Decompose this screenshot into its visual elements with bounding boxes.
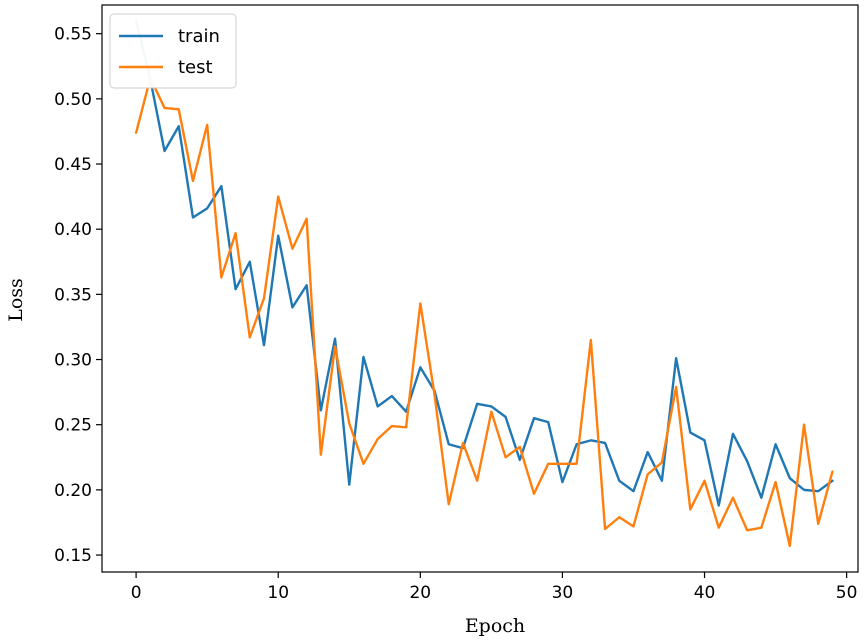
series-layer	[134, 19, 834, 548]
x-tick-label: 30	[552, 583, 574, 603]
y-tick-label: 0.25	[54, 416, 92, 436]
plot-frame	[101, 4, 859, 573]
plot-background	[102, 5, 858, 572]
y-axis-ticks: 0.15 0.20 0.25 0.30 0.35 0.40 0.45 0.50 0.55	[54, 25, 102, 566]
y-tick-label: 0.35	[54, 285, 92, 305]
series-line-test	[134, 76, 834, 548]
y-tick-label: 0.40	[54, 220, 92, 240]
legend-test-label: test	[178, 57, 213, 78]
y-tick-label: 0.45	[54, 155, 92, 175]
x-tick-label: 50	[836, 583, 858, 603]
series-line-train	[134, 19, 834, 507]
x-tick-label: 40	[694, 583, 716, 603]
y-tick-label: 0.15	[54, 546, 92, 566]
y-tick-label: 0.20	[54, 481, 92, 501]
legend: train test	[109, 13, 237, 89]
legend-train-label: train	[178, 26, 220, 47]
y-axis-title: Loss	[5, 278, 27, 322]
x-axis-ticks: 0 10 20 30 40 50	[131, 572, 858, 603]
x-tick-label: 20	[409, 583, 431, 603]
y-tick-label: 0.50	[54, 90, 92, 110]
y-tick-label: 0.55	[54, 25, 92, 45]
x-axis-title: Epoch	[465, 615, 525, 637]
x-tick-label: 10	[267, 583, 289, 603]
legend-box	[109, 13, 237, 89]
x-tick-label: 0	[131, 583, 142, 603]
y-tick-label: 0.30	[54, 351, 92, 371]
